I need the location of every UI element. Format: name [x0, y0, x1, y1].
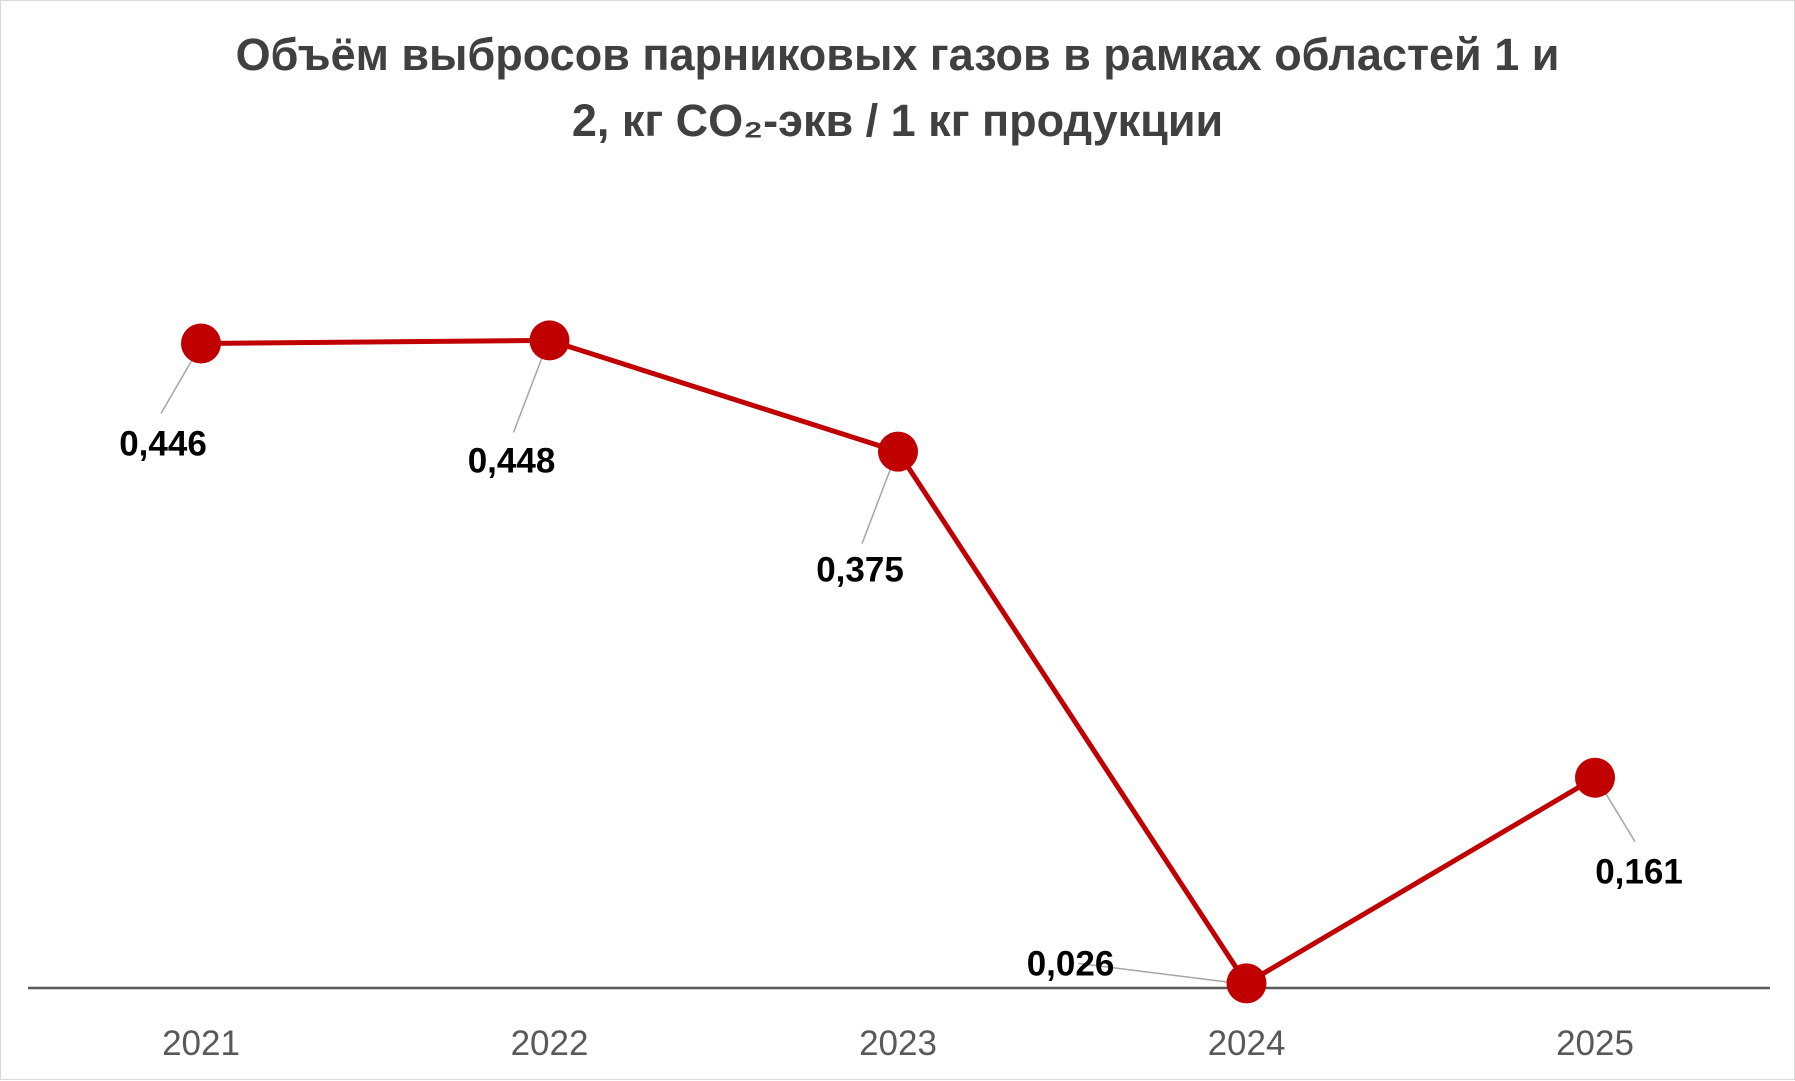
chart-title-line-2: 2, кг CO₂-экв / 1 кг продукции: [571, 95, 1224, 146]
data-label-2022: 0,448: [468, 441, 556, 480]
leader-line: [512, 348, 547, 433]
data-point-2022: [529, 320, 570, 361]
data-label-2023: 0,375: [816, 551, 904, 590]
x-tick-label-2024: 2024: [1208, 1024, 1286, 1063]
x-tick-label-2022: 2022: [511, 1024, 589, 1063]
data-point-2025: [1575, 757, 1615, 798]
leader-line: [1078, 962, 1239, 985]
x-tick-label-2025: 2025: [1556, 1024, 1634, 1063]
data-point-2021: [181, 323, 221, 364]
data-label-2021: 0,446: [119, 424, 207, 463]
data-point-2024: [1226, 963, 1267, 1004]
leader-line: [160, 351, 198, 414]
chart-title-line-1: Объём выбросов парниковых газов в рамках…: [235, 29, 1560, 80]
leader-line: [861, 459, 895, 544]
x-tick-label-2023: 2023: [859, 1024, 937, 1063]
data-label-2024: 0,026: [1027, 944, 1115, 983]
leader-line: [1600, 785, 1636, 843]
data-point-2023: [878, 431, 918, 472]
data-label-2025: 0,161: [1595, 853, 1683, 892]
x-tick-label-2021: 2021: [162, 1024, 240, 1063]
